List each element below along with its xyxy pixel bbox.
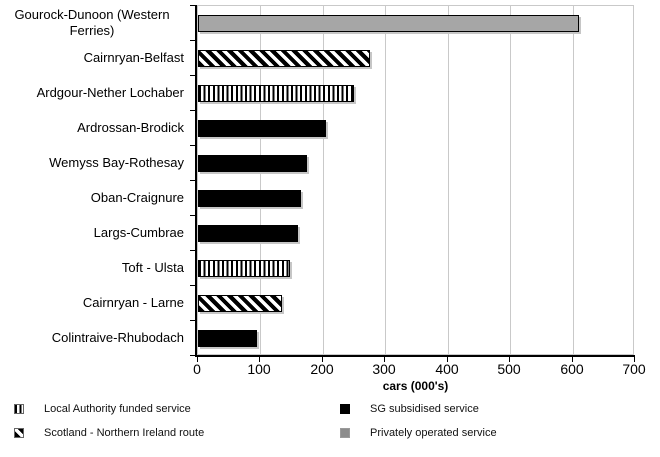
x-tick-mark-100 [259, 357, 260, 362]
bar-4 [198, 155, 307, 172]
gridline-400 [448, 6, 449, 354]
x-tick-label-700: 700 [622, 361, 646, 377]
bar-1 [198, 50, 370, 67]
x-axis-line [195, 355, 635, 357]
y-tick-mark-3 [190, 110, 195, 111]
y-tick-mark-8 [190, 285, 195, 286]
legend-column-left: Local Authority funded service Scotland -… [14, 402, 204, 450]
bar-6 [198, 225, 298, 242]
x-tick-label-500: 500 [497, 361, 521, 377]
bar-3 [198, 120, 326, 137]
legend-column-right: SG subsidised service Privately operated … [340, 402, 497, 450]
legend-label: Scotland - Northern Ireland route [44, 427, 205, 439]
legend-swatch-gray-icon [340, 428, 350, 438]
y-axis-line [195, 5, 197, 357]
legend-swatch-diag-icon [14, 428, 24, 438]
legend-item: Local Authority funded service [14, 402, 204, 416]
gridline-200 [323, 6, 324, 354]
category-label-row: Largs-Cumbrae [0, 215, 191, 250]
y-tick-mark-5 [190, 180, 195, 181]
x-tick-label-0: 0 [193, 361, 201, 377]
bar-5 [198, 190, 301, 207]
y-tick-mark-0 [190, 5, 195, 6]
gridline-500 [510, 6, 511, 354]
x-axis-title: cars (000's) [382, 379, 449, 393]
category-label-row: Ardrossan-Brodick [0, 110, 191, 145]
x-tick-label-100: 100 [247, 361, 271, 377]
legend-item: Privately operated service [340, 426, 497, 440]
plot-area [197, 5, 634, 355]
x-tick-label-400: 400 [435, 361, 459, 377]
x-tick-mark-200 [322, 357, 323, 362]
x-tick-label-600: 600 [560, 361, 584, 377]
legend-label: Local Authority funded service [44, 403, 191, 415]
y-tick-mark-6 [190, 215, 195, 216]
y-tick-mark-2 [190, 75, 195, 76]
y-tick-mark-7 [190, 250, 195, 251]
x-tick-mark-500 [509, 357, 510, 362]
category-label-row: Ardgour-Nether Lochaber [0, 75, 191, 110]
y-tick-mark-10 [190, 355, 195, 356]
category-label-row: Gourock-Dunoon (Western Ferries) [0, 5, 191, 40]
x-tick-label-200: 200 [310, 361, 334, 377]
x-tick-label-300: 300 [372, 361, 396, 377]
x-tick-mark-0 [197, 357, 198, 362]
category-label: Colintraive-Rhubodach [51, 329, 184, 345]
category-label: Wemyss Bay-Rothesay [49, 154, 184, 170]
category-label: Largs-Cumbrae [93, 224, 184, 240]
category-label: Oban-Craignure [90, 189, 184, 205]
category-label: Cairnryan-Belfast [83, 49, 184, 65]
category-label: Gourock-Dunoon (Western Ferries) [14, 6, 170, 38]
x-tick-mark-400 [447, 357, 448, 362]
y-tick-mark-9 [190, 320, 195, 321]
bar-8 [198, 295, 282, 312]
category-label-row: Wemyss Bay-Rothesay [0, 145, 191, 180]
category-label: Ardrossan-Brodick [77, 119, 184, 135]
bar-9 [198, 330, 257, 347]
category-label: Cairnryan - Larne [82, 294, 184, 310]
x-tick-mark-300 [384, 357, 385, 362]
legend-item: Scotland - Northern Ireland route [14, 426, 204, 440]
bar-2 [198, 85, 354, 102]
category-label-row: Colintraive-Rhubodach [0, 320, 191, 355]
category-label-row: Cairnryan-Belfast [0, 40, 191, 75]
legend-swatch-solid-icon [340, 404, 350, 414]
gridline-300 [385, 6, 386, 354]
y-tick-mark-4 [190, 145, 195, 146]
legend-label: SG subsidised service [370, 403, 479, 415]
category-label: Ardgour-Nether Lochaber [36, 84, 184, 100]
category-label-row: Toft - Ulsta [0, 250, 191, 285]
x-tick-mark-700 [634, 357, 635, 362]
legend-swatch-vstripe-icon [14, 404, 24, 414]
legend-label: Privately operated service [370, 427, 497, 439]
legend-item: SG subsidised service [340, 402, 497, 416]
category-label: Toft - Ulsta [121, 259, 184, 275]
bar-0 [198, 15, 579, 32]
category-label-row: Oban-Craignure [0, 180, 191, 215]
x-tick-mark-600 [572, 357, 573, 362]
gridline-100 [260, 6, 261, 354]
gridline-600 [573, 6, 574, 354]
category-label-row: Cairnryan - Larne [0, 285, 191, 320]
y-tick-mark-1 [190, 40, 195, 41]
bar-7 [198, 260, 290, 277]
